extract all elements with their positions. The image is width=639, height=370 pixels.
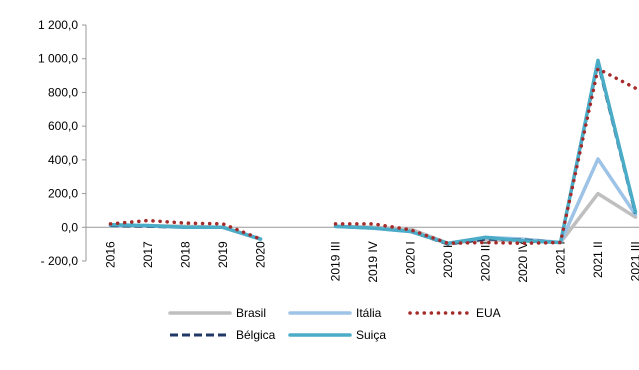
x-tick-label: 2018 bbox=[179, 241, 193, 268]
series-layer bbox=[108, 58, 638, 246]
x-tick-label: 2021 II bbox=[591, 241, 605, 278]
x-tick-label: 2019 bbox=[216, 241, 230, 268]
x-axis: 2016 2017 2018 2019 2020 2019 III 2019 IV 2020 … bbox=[86, 226, 639, 283]
x-tick-label: 2020 bbox=[254, 241, 268, 268]
series-line-eua bbox=[108, 218, 263, 241]
y-tick-label: 800,0 bbox=[48, 85, 78, 99]
series-line-eua bbox=[333, 67, 638, 246]
y-tick-label: 400,0 bbox=[48, 153, 78, 167]
series-line-suica bbox=[333, 58, 638, 246]
x-tick-label: 2019 IV bbox=[366, 241, 380, 282]
y-tick-label: 200,0 bbox=[48, 187, 78, 201]
legend-label-eua: EUA bbox=[476, 306, 501, 320]
y-tick-label: 600,0 bbox=[48, 119, 78, 133]
series-line-suica bbox=[108, 223, 263, 241]
y-tick-label: 1 000,0 bbox=[38, 52, 78, 66]
x-tick-label: 2021 I bbox=[554, 241, 568, 274]
legend-label-suica: Suiça bbox=[356, 328, 386, 342]
x-tick-label: 2020 I bbox=[404, 241, 418, 274]
x-tick-label: 2020 IV bbox=[516, 241, 530, 282]
x-tick-label: 2016 bbox=[104, 241, 118, 268]
y-tick-label: 0,0 bbox=[61, 220, 78, 234]
y-tick-label: 1 200,0 bbox=[38, 18, 78, 32]
legend: Brasil Itália EUA Bélgica Suiça bbox=[168, 306, 501, 342]
x-tick-label: 2017 bbox=[141, 241, 155, 268]
x-tick-label: 2020 II bbox=[441, 241, 455, 278]
legend-label-belgica: Bélgica bbox=[236, 328, 276, 342]
legend-label-italia: Itália bbox=[356, 306, 382, 320]
y-axis: - 200,0 0,0 200,0 400,0 600,0 800,0 1 000,0 1 2… bbox=[38, 18, 87, 268]
x-tick-label: 2020 III bbox=[479, 241, 493, 281]
x-tick-label: 2021 III bbox=[629, 241, 639, 281]
y-tick-label: - 200,0 bbox=[41, 254, 79, 268]
legend-label-brasil: Brasil bbox=[236, 306, 266, 320]
x-tick-label: 2019 III bbox=[329, 241, 343, 281]
